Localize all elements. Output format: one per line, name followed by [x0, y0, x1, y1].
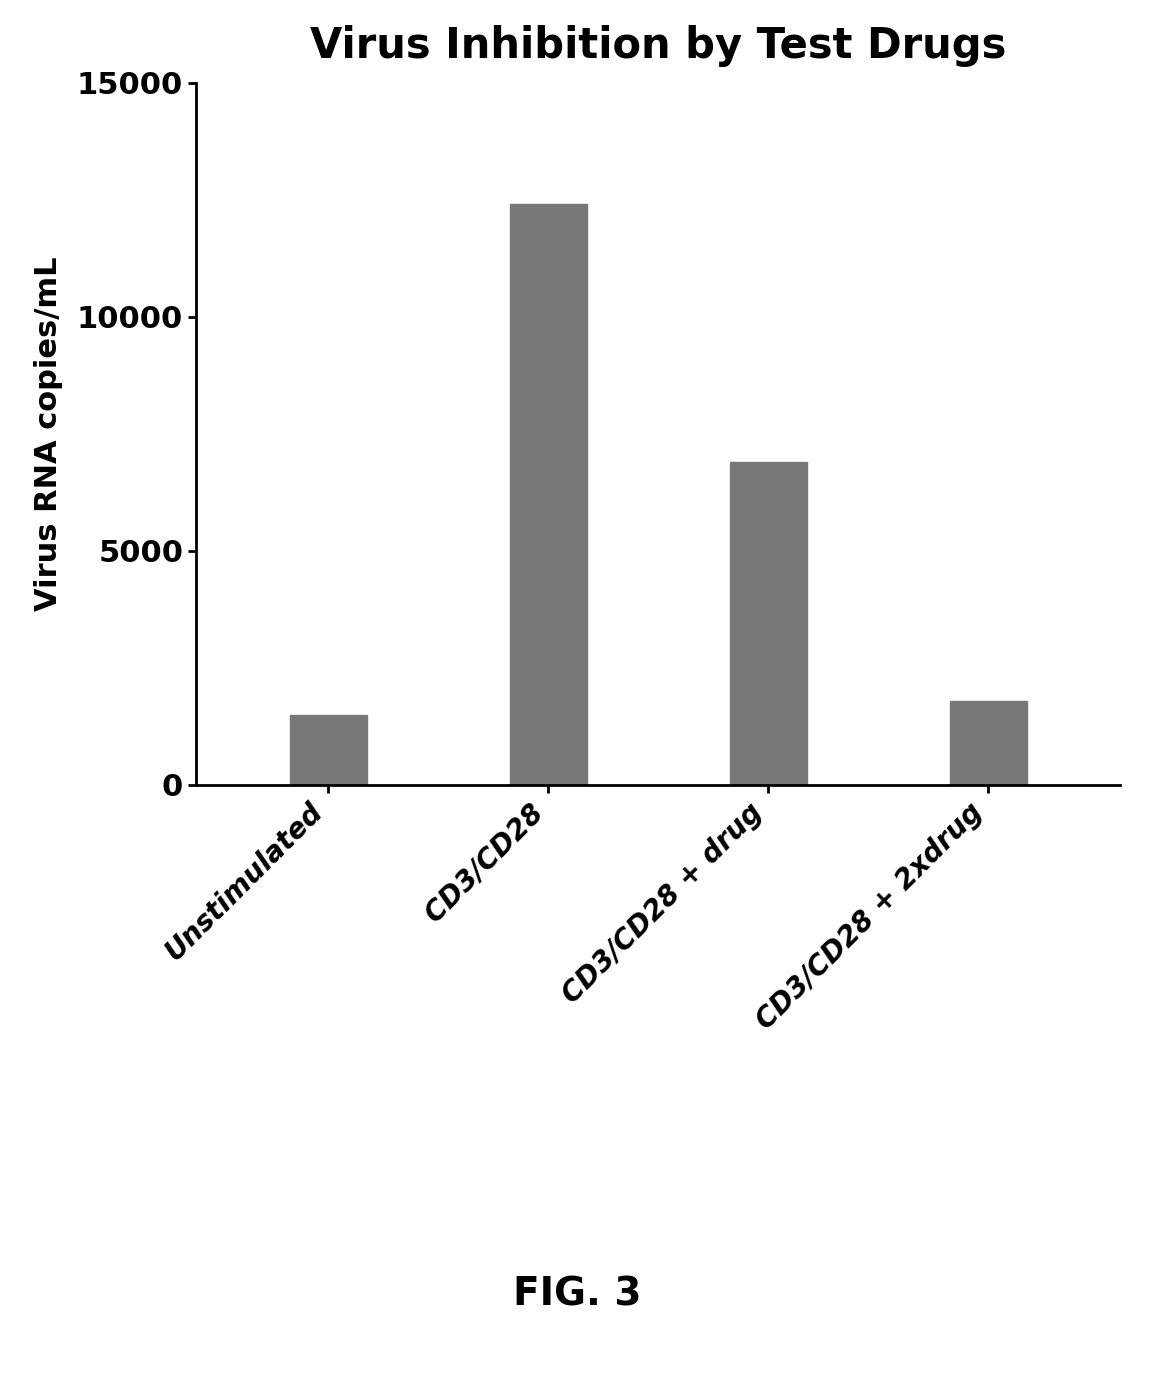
Y-axis label: Virus RNA copies/mL: Virus RNA copies/mL: [33, 256, 64, 611]
Text: FIG. 3: FIG. 3: [513, 1275, 642, 1314]
Bar: [290, 715, 367, 785]
Bar: [509, 204, 587, 785]
Title: Virus Inhibition by Test Drugs: Virus Inhibition by Test Drugs: [311, 25, 1006, 66]
Bar: [949, 701, 1027, 785]
Bar: [730, 461, 807, 785]
